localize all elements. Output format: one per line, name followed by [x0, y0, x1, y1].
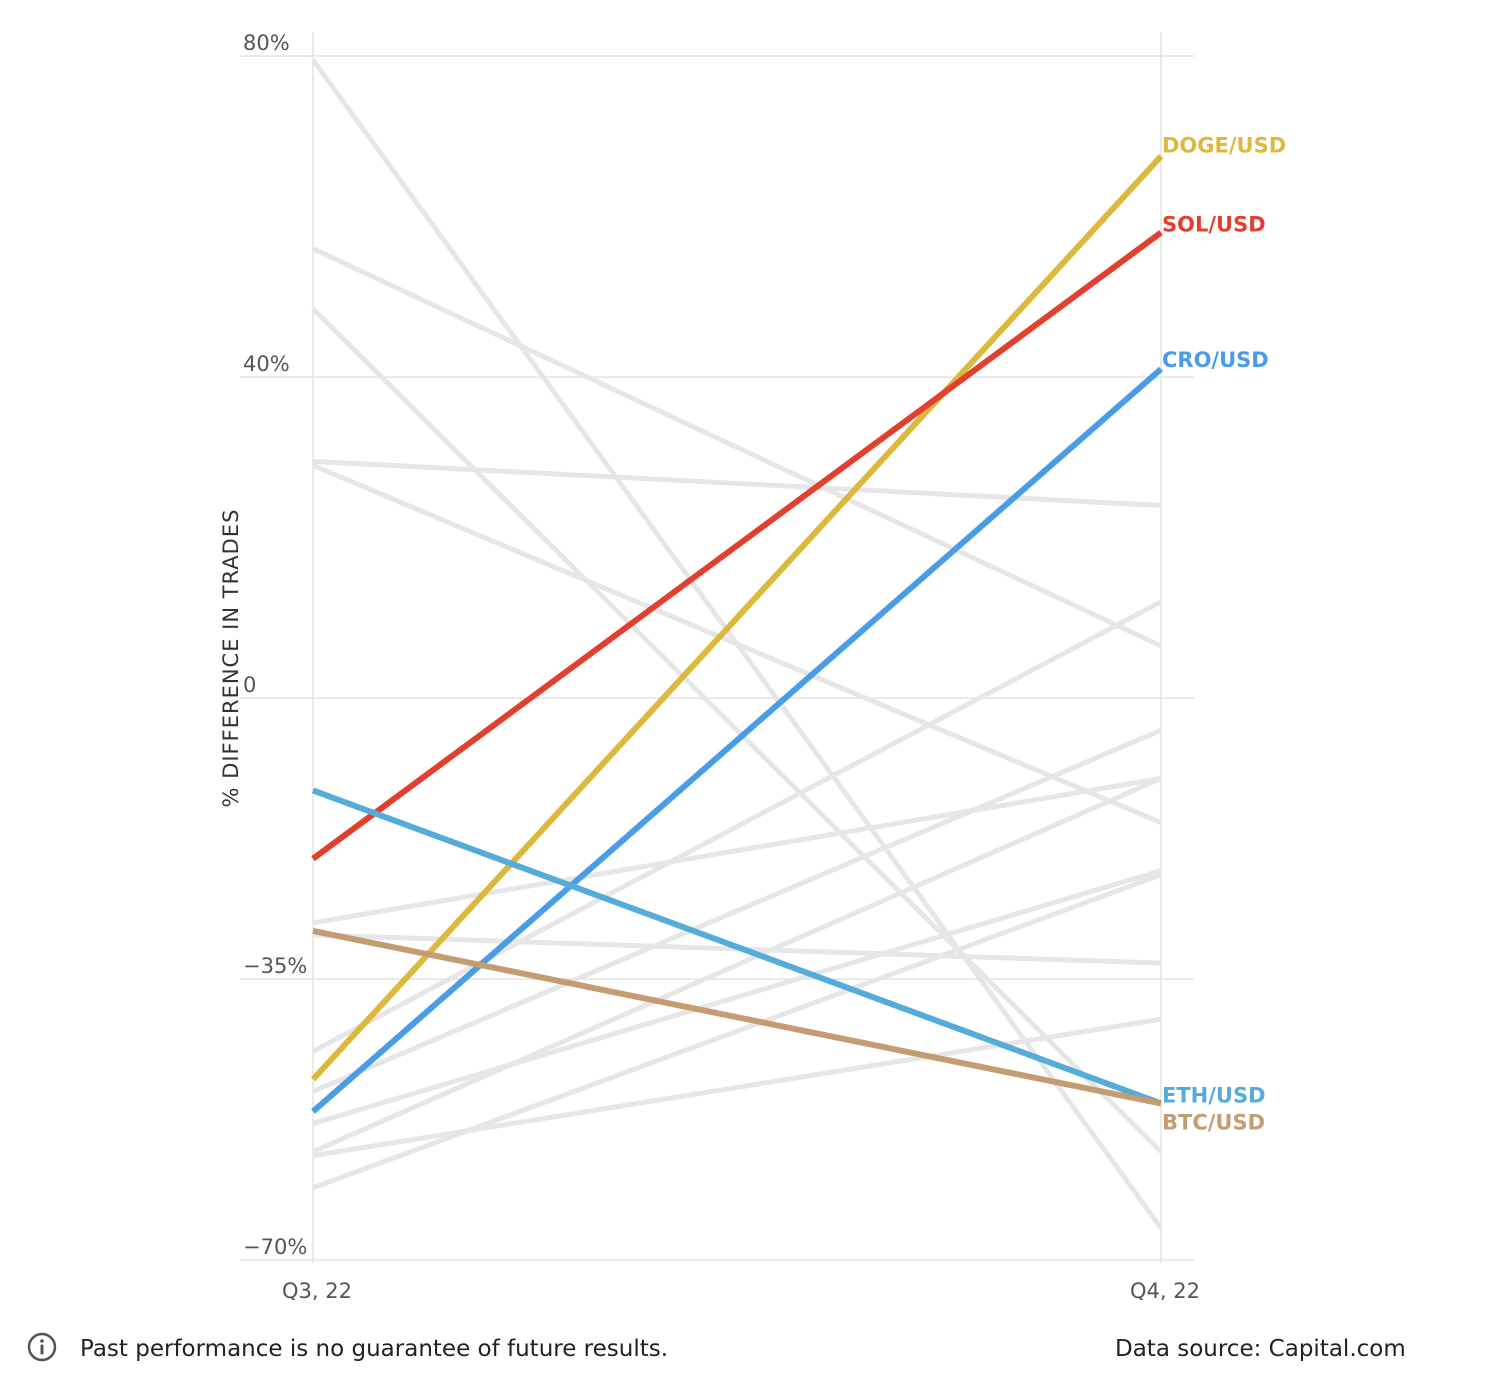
y-tick-label: 0: [243, 673, 256, 697]
info-circle-icon: [27, 1332, 57, 1362]
background-series-line: [311, 246, 1163, 649]
grid-lines: [240, 55, 1194, 1261]
series-label-eth-usd: ETH/USD: [1162, 1083, 1266, 1107]
background-series-line: [312, 872, 1162, 1191]
highlighted-series: [310, 154, 1164, 1114]
background-series-line: [312, 463, 1162, 825]
background-series-line: [312, 727, 1162, 1094]
background-series-line: [312, 775, 1162, 926]
series-line-sol-usd: [311, 230, 1163, 862]
y-axis-label: % DIFFERENCE IN TRADES: [219, 509, 243, 808]
disclaimer-text: Past performance is no guarantee of futu…: [80, 1336, 669, 1362]
x-tick-label: Q3, 22: [282, 1279, 352, 1300]
y-tick-labels: 80% 40% 0 −35% −70%: [243, 31, 307, 1259]
series-line-cro-usd: [311, 366, 1163, 1114]
y-tick-label: 80%: [243, 31, 290, 55]
series-line-btc-usd: [312, 927, 1162, 1107]
y-tick-label: 40%: [243, 352, 290, 376]
chart: DOGE/USD SOL/USD CRO/USD ETH/USD BTC/USD 80%…: [219, 31, 1286, 1300]
series-line-doge-usd: [310, 154, 1164, 1082]
series-labels: DOGE/USD SOL/USD CRO/USD ETH/USD BTC/USD: [1162, 133, 1286, 1134]
axes: [312, 32, 1162, 1263]
series-line-eth-usd: [311, 787, 1163, 1107]
background-series-line: [311, 599, 1163, 1054]
background-series: [310, 58, 1164, 1230]
series-label-cro-usd: CRO/USD: [1162, 348, 1269, 372]
data-source-text: Data source: Capital.com: [1115, 1336, 1406, 1362]
x-tick-label: Q4, 22: [1130, 1279, 1200, 1300]
series-label-doge-usd: DOGE/USD: [1162, 133, 1286, 157]
x-tick-labels: Q3, 22 Q4, 22: [282, 1279, 1200, 1300]
background-series-line: [312, 868, 1162, 1126]
y-tick-label: −70%: [243, 1235, 307, 1259]
series-label-sol-usd: SOL/USD: [1162, 213, 1266, 237]
background-series-line: [311, 307, 1163, 1154]
series-label-btc-usd: BTC/USD: [1162, 1110, 1265, 1134]
background-series-line: [312, 458, 1162, 508]
background-series-line: [312, 1016, 1162, 1159]
y-tick-label: −35%: [243, 954, 307, 978]
background-series-line: [311, 776, 1163, 1154]
